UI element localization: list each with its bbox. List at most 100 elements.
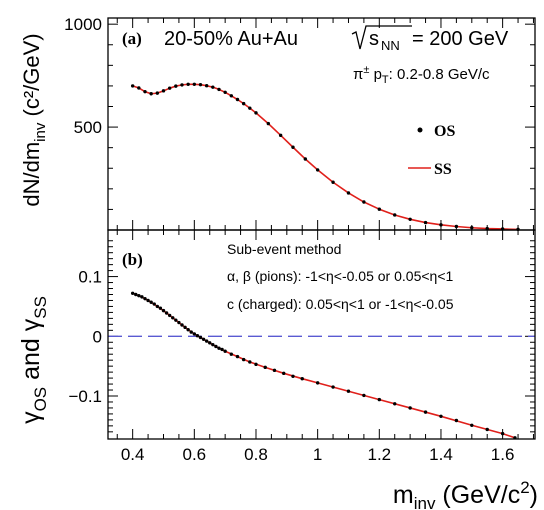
bottom-series: [130, 291, 517, 440]
x-tick-label: 0.6: [183, 445, 207, 464]
data-point-os: [393, 402, 397, 406]
data-point-os: [195, 333, 200, 338]
data-point-os: [171, 316, 175, 320]
data-point-os: [143, 89, 147, 94]
data-point-os: [140, 295, 144, 299]
data-point-os: [152, 302, 156, 306]
data-point-os: [149, 92, 153, 96]
data-point-os: [331, 385, 335, 389]
data-point-os: [248, 106, 252, 110]
data-point-os: [146, 298, 150, 303]
legend-os-label: OS: [434, 123, 455, 140]
legend-os-marker: [417, 127, 423, 133]
data-point-os: [331, 180, 335, 184]
data-point-os: [204, 339, 209, 343]
panel-a-label: (a): [122, 29, 142, 48]
data-point-os: [254, 362, 258, 367]
sqrt-symbol: s NN: [351, 25, 412, 53]
data-point-os: [198, 82, 203, 87]
data-point-os: [211, 85, 215, 89]
data-point-os: [223, 90, 227, 95]
data-point-os: [485, 427, 489, 432]
data-point-os: [198, 335, 203, 340]
data-point-os: [229, 352, 234, 356]
data-point-os: [149, 300, 153, 304]
data-point-os: [174, 318, 178, 322]
data-point-os: [167, 86, 172, 90]
note-1: Sub-event method: [227, 241, 341, 257]
note-2: α, β (pions): -1<η<-0.05 or 0.05<η<1: [227, 268, 453, 284]
panel-b-label: (b): [122, 250, 143, 269]
data-point-os: [174, 84, 178, 88]
data-point-os: [470, 423, 474, 427]
data-point-os: [241, 101, 246, 106]
series-line-ss: [132, 292, 516, 439]
y-tick-label: 1000: [64, 15, 102, 34]
data-point-os: [254, 111, 258, 115]
data-point-os: [137, 86, 141, 90]
data-point-os: [423, 220, 428, 225]
data-point-os: [204, 84, 209, 88]
data-point-os: [266, 121, 271, 126]
data-point-os: [161, 89, 166, 93]
data-point-os: [439, 223, 443, 227]
y-tick-label: 500: [74, 118, 102, 137]
data-point-os: [164, 311, 169, 315]
data-point-os: [217, 87, 221, 92]
data-point-os: [143, 296, 147, 301]
data-point-os: [167, 313, 172, 318]
data-point-os: [377, 207, 382, 211]
data-point-os: [220, 347, 224, 352]
data-point-os: [223, 349, 227, 353]
data-point-os: [248, 360, 252, 364]
y-tick-label: −0.1: [68, 387, 102, 406]
data-point-os: [180, 83, 184, 87]
data-point-os: [303, 157, 308, 161]
sqrt-subscript: NN: [381, 38, 400, 53]
data-point-os: [362, 393, 366, 398]
legend: OS SS: [408, 123, 455, 178]
top-ticks: 500 1000: [64, 15, 535, 230]
pt-annotation: π± pT: 0.2-0.8 GeV/c: [353, 64, 490, 86]
data-point-os: [241, 357, 246, 362]
data-point-os: [155, 304, 160, 309]
data-point-os: [291, 374, 295, 378]
bottom-ylabel: γOS and γSS: [17, 296, 50, 424]
data-point-os: [439, 414, 443, 419]
x-tick-label: 1: [313, 445, 322, 464]
data-point-os: [189, 330, 193, 334]
data-point-os: [208, 341, 212, 345]
x-tick-label: 1.4: [429, 445, 453, 464]
data-point-os: [346, 191, 351, 195]
x-tick-label: 0.8: [244, 445, 268, 464]
bottom-frame: [107, 229, 536, 440]
x-tick-label: 1.6: [491, 445, 515, 464]
data-point-os: [192, 82, 197, 86]
data-point-os: [186, 328, 190, 332]
data-point-os: [214, 344, 218, 349]
data-point-os: [186, 82, 190, 86]
data-point-os: [362, 200, 366, 204]
top-title: 20-50% Au+Au: [164, 28, 298, 50]
y-tick-label: 0: [93, 327, 102, 346]
energy-label: = 200 GeV: [412, 28, 509, 50]
bottom-ticks: −0.1 0 0.1 0.4 0.6 0.8 1 1.2 1.4 1.6: [68, 230, 535, 464]
bottom-panel: −0.1 0 0.1 0.4 0.6 0.8 1 1.2 1.4 1.6 (b) Sub-even…: [17, 229, 538, 510]
data-point-os: [217, 346, 221, 350]
data-point-os: [408, 406, 412, 410]
x-axis-label: minv (GeV/c2): [393, 478, 538, 510]
data-point-os: [393, 213, 397, 217]
legend-ss-label: SS: [434, 161, 452, 178]
data-point-os: [161, 308, 166, 313]
data-point-os: [211, 342, 215, 347]
data-point-os: [158, 306, 163, 310]
data-point-os: [377, 397, 382, 402]
sqrt-s: s: [369, 28, 379, 50]
data-point-os: [177, 320, 181, 325]
data-point-os: [282, 371, 286, 376]
x-tick-label: 1.2: [367, 445, 391, 464]
data-point-os: [278, 133, 283, 138]
top-ylabel: dN/dminv (c²/GeV): [19, 33, 49, 206]
data-point-os: [155, 91, 160, 95]
